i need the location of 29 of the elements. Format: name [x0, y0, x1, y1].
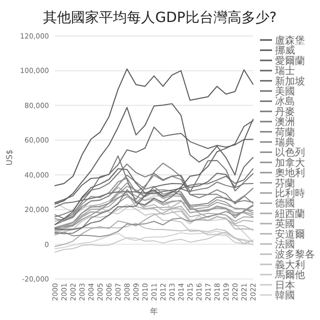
legend-label: 芬蘭: [275, 177, 295, 190]
legend-label: 瑞典: [275, 136, 295, 148]
legend-label: 冰島: [275, 96, 295, 108]
legend-label: 日本: [275, 279, 295, 292]
legend-label: 德國: [275, 198, 295, 210]
legend-label: 挪威: [275, 44, 295, 57]
legend-label: 瑞士: [275, 65, 295, 78]
legend-label: 波多黎各: [275, 248, 315, 261]
legend-label: 荷蘭: [275, 126, 295, 138]
legend-label: 義大利: [275, 258, 305, 271]
legend-label: 以色列: [275, 146, 305, 159]
legend-label: 奧地利: [275, 167, 305, 180]
legend-label: 紐西蘭: [274, 208, 305, 220]
legend-label: 丹麥: [275, 106, 295, 118]
legend-label: 美國: [275, 86, 295, 98]
legend-label: 比利時: [275, 188, 305, 200]
y-axis-title: US$: [5, 149, 14, 166]
legend-label: 澳洲: [275, 116, 295, 128]
legend-label: 愛爾蘭: [275, 54, 305, 67]
legend-label: 盧森堡: [275, 34, 305, 46]
chart-title: 其他國家平均每人GDP比台灣高多少?: [43, 10, 277, 26]
legend-label: 新加坡: [275, 75, 305, 88]
legend-label: 加拿大: [275, 156, 305, 169]
legend-label: 韓國: [275, 290, 295, 302]
legend-label: 法國: [275, 238, 295, 250]
legend-label: 英國: [275, 218, 295, 230]
legend-label: 馬爾他: [274, 269, 305, 282]
legend-label: 安道爾: [275, 228, 305, 240]
x-axis-title: 年: [150, 307, 158, 316]
